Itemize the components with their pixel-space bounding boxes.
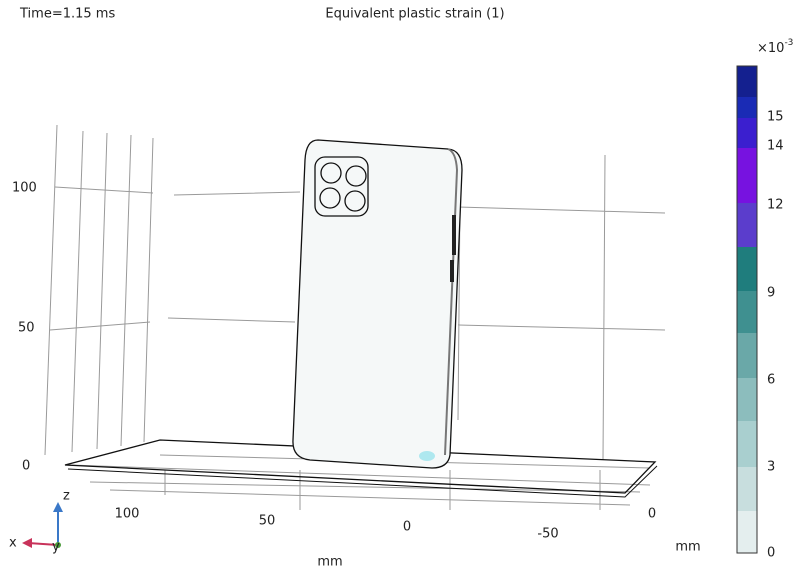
y-tick-label: 0 [648,507,656,522]
colorbar [737,66,757,553]
z-tick-label: 100 [12,181,37,196]
plot-title: Equivalent plastic strain (1) [325,7,504,22]
colorbar-tick: 12 [767,198,784,213]
x-tick-label: 100 [115,507,140,522]
x-tick-label: 50 [259,514,276,529]
triad-y: y [52,540,60,555]
z-tick-label: 50 [18,321,35,336]
colorbar-tick: 15 [767,110,784,125]
colorbar-tick: 6 [767,373,775,388]
triad-x: x [9,536,17,551]
x-unit: mm [317,555,342,569]
axis-triad: z x y [9,489,70,555]
phone-model [293,140,462,468]
z-tick-label: 0 [22,459,30,474]
y-unit: mm [675,540,700,555]
plot-window: Time=1.15 ms Equivalent plastic strain (… [0,0,797,569]
colorbar-tick: 0 [767,546,775,561]
x-tick-label: -50 [537,527,558,542]
x-tick-label: 0 [403,520,411,535]
colorbar-multiplier: ×10-3 [757,38,793,56]
colorbar-tick: 3 [767,460,775,475]
colorbar-tick: 9 [767,286,775,301]
time-label: Time=1.15 ms [19,7,115,22]
colorbar-tick: 14 [767,139,784,154]
triad-z: z [63,489,70,504]
